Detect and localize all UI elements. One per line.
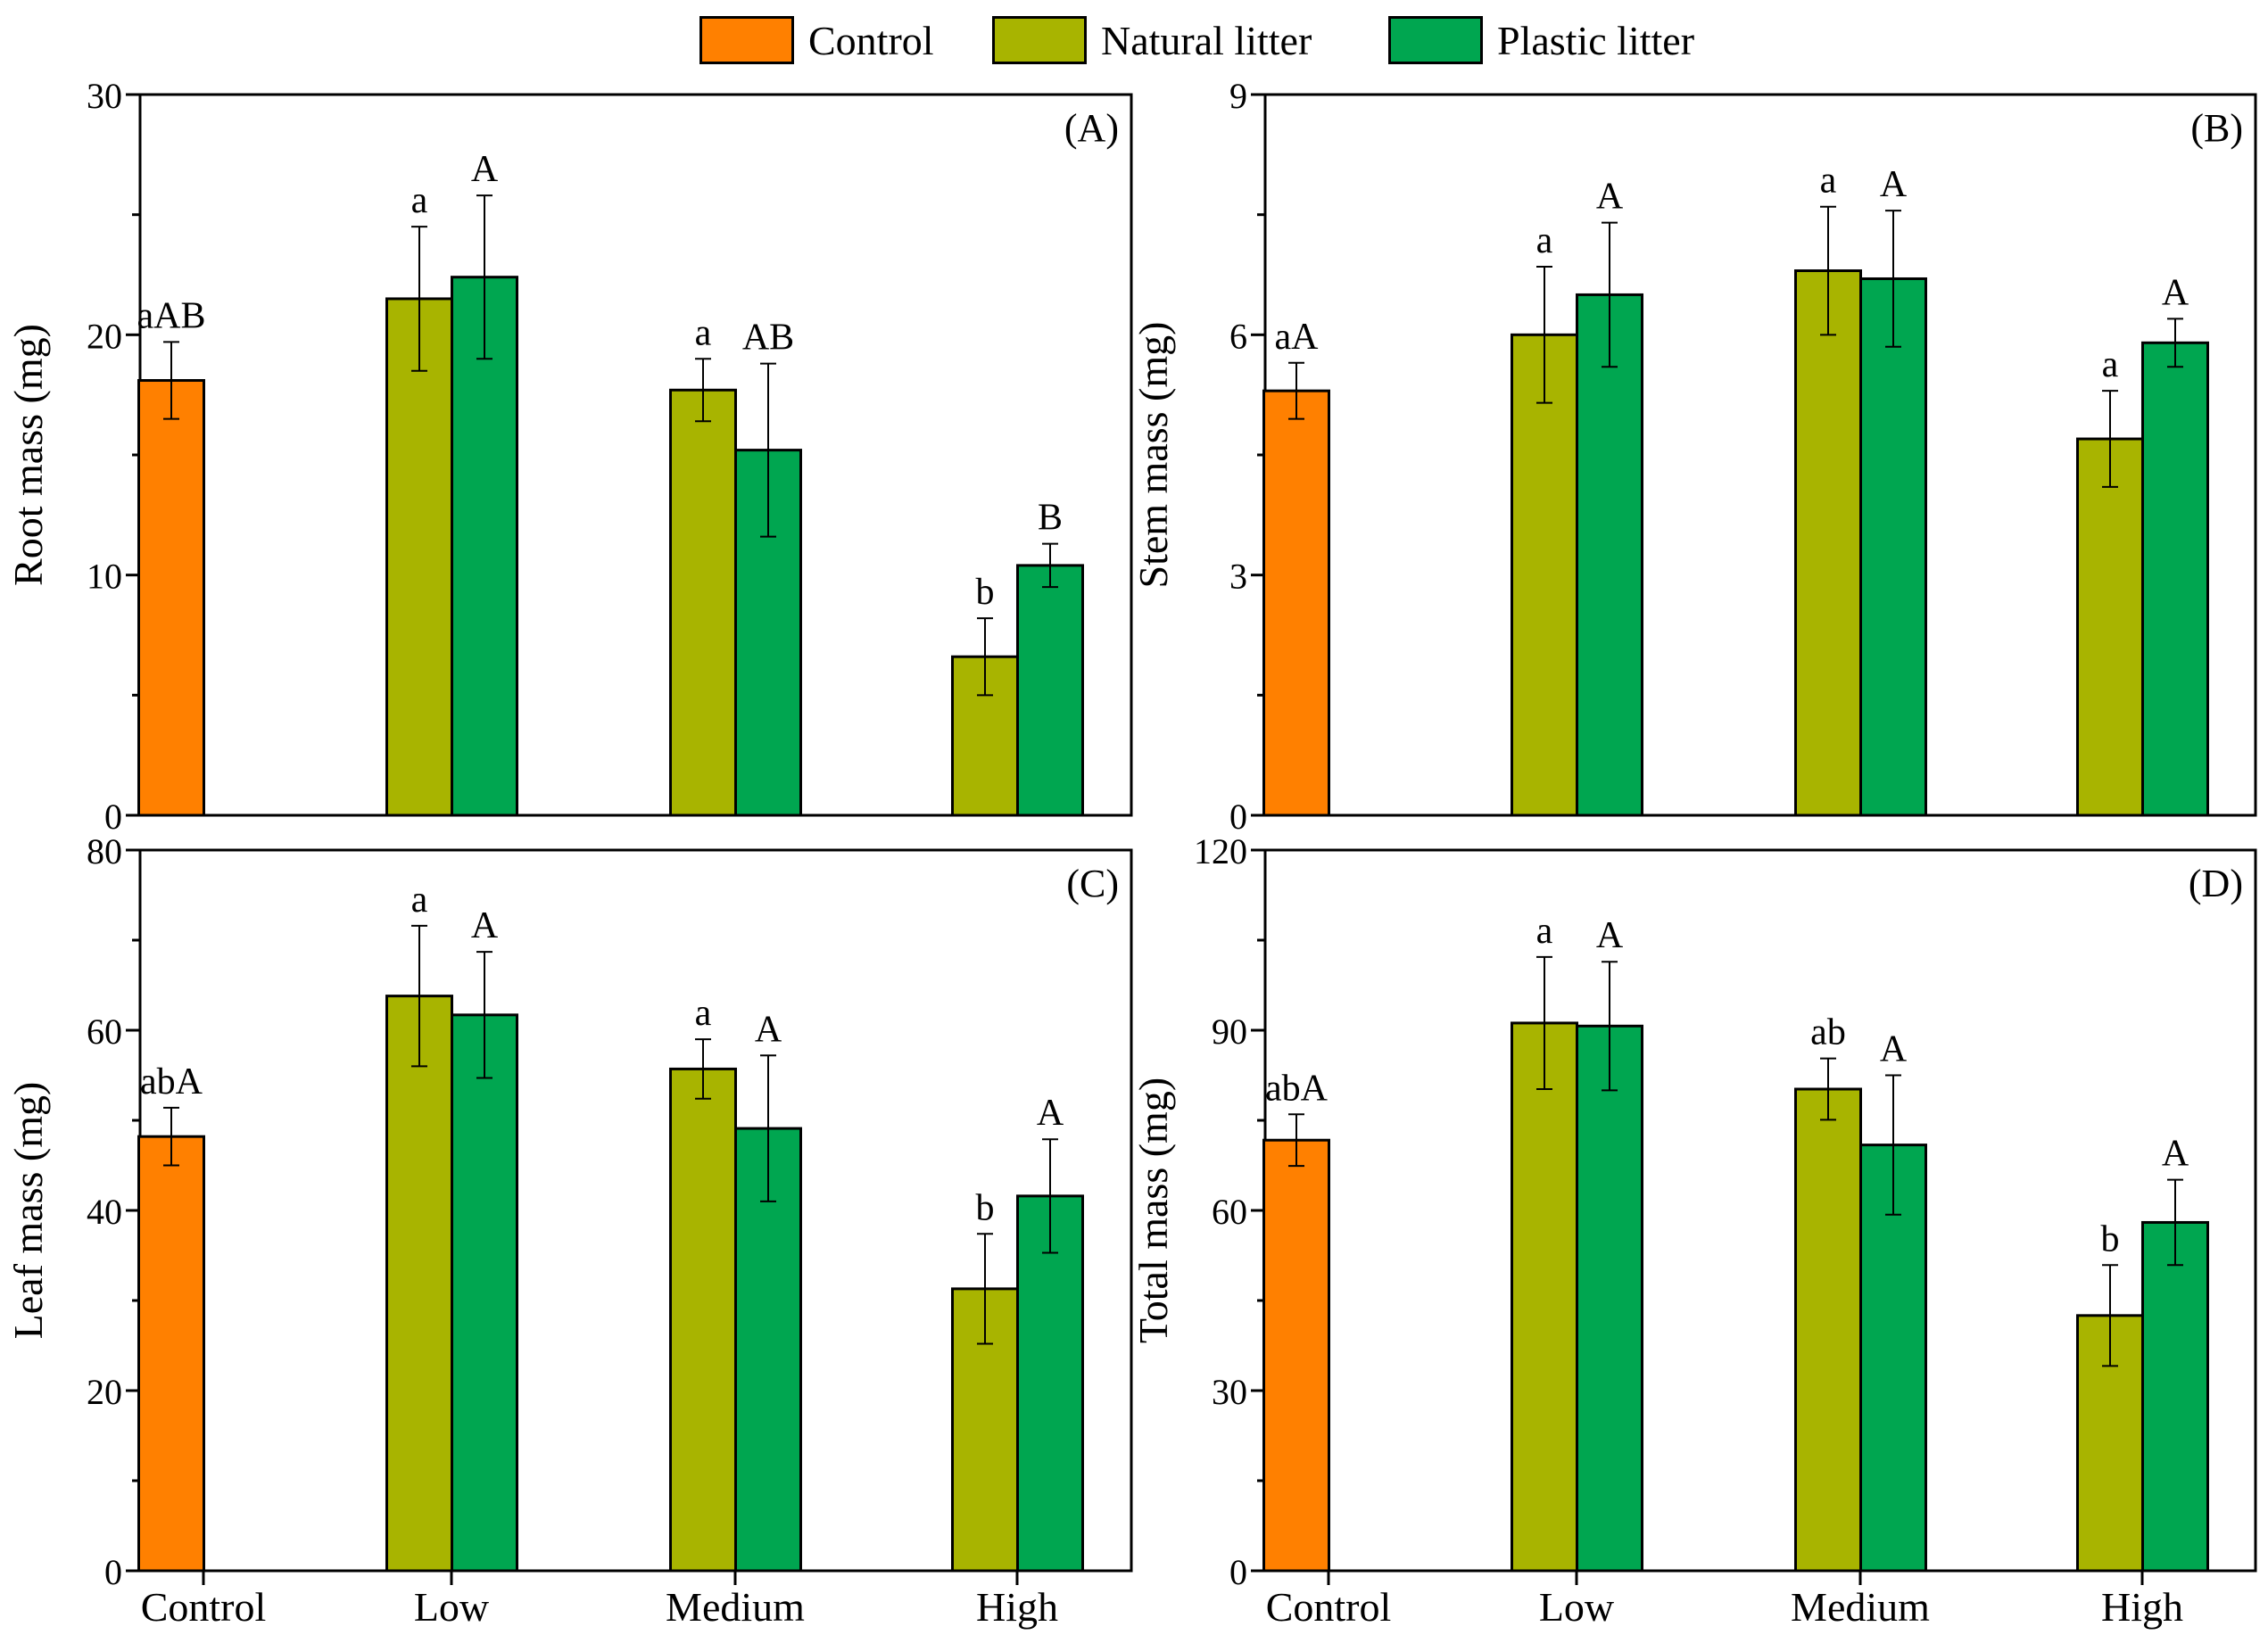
bar-control-control xyxy=(1262,389,1330,817)
significance-letter: ab xyxy=(1810,1012,1846,1053)
significance-letter: a xyxy=(695,993,712,1034)
y-tick-label: 30 xyxy=(1212,1372,1247,1412)
x-tick-label: High xyxy=(976,1584,1058,1630)
y-axis-label: Leaf mass (mg) xyxy=(5,1082,51,1340)
y-tick-label: 10 xyxy=(87,557,122,597)
bar-plastic-litter-medium xyxy=(1859,1144,1927,1573)
bar-control-control xyxy=(137,379,205,817)
legend-swatch-control xyxy=(699,16,794,64)
x-tick-label: Medium xyxy=(1791,1584,1930,1630)
bar-natural-litter-low xyxy=(1511,333,1578,817)
y-tick-label: 0 xyxy=(104,797,122,837)
x-tick-label: Low xyxy=(414,1584,490,1630)
significance-letter: b xyxy=(976,572,995,613)
x-tick-label: Low xyxy=(1539,1584,1615,1630)
significance-letter: b xyxy=(976,1187,995,1228)
significance-letter: a xyxy=(695,312,712,353)
bar-plastic-litter-high xyxy=(2141,341,2209,817)
y-axis-label: Total mass (mg) xyxy=(1130,1078,1176,1343)
legend-label-plastic-litter: Plastic litter xyxy=(1497,18,1695,63)
y-tick-label: 0 xyxy=(1229,797,1247,837)
y-tick-label: 9 xyxy=(1229,76,1247,116)
significance-letter: B xyxy=(1038,498,1063,539)
significance-letter: A xyxy=(471,905,499,946)
significance-letter: A xyxy=(755,1009,782,1050)
significance-letter: abA xyxy=(140,1061,203,1102)
significance-letter: abA xyxy=(1265,1068,1329,1109)
significance-letter: A xyxy=(1596,177,1624,218)
significance-letter: AB xyxy=(742,318,794,359)
bar-control-control xyxy=(137,1135,205,1573)
legend-label-natural-litter: Natural litter xyxy=(1101,18,1312,63)
significance-letter: A xyxy=(2162,1134,2189,1175)
significance-letter: a xyxy=(1820,161,1837,202)
y-tick-label: 0 xyxy=(1229,1552,1247,1592)
significance-letter: aA xyxy=(1275,317,1320,358)
legend-swatch-plastic-litter xyxy=(1388,16,1483,64)
y-tick-label: 60 xyxy=(1212,1192,1247,1232)
significance-letter: b xyxy=(2101,1218,2120,1259)
y-tick-label: 6 xyxy=(1229,316,1247,356)
significance-letter: A xyxy=(471,149,499,190)
panel-label: (D) xyxy=(2189,862,2243,905)
bar-plastic-litter-low xyxy=(1576,293,1643,817)
bar-natural-litter-low xyxy=(385,995,453,1573)
significance-letter: A xyxy=(1037,1093,1064,1134)
legend: Control Natural litter Plastic litter xyxy=(0,0,2268,78)
y-tick-label: 40 xyxy=(87,1192,122,1232)
significance-letter: a xyxy=(411,180,428,221)
y-tick-label: 80 xyxy=(87,831,122,871)
y-tick-label: 90 xyxy=(1212,1012,1247,1052)
y-tick-label: 20 xyxy=(87,316,122,356)
x-tick-label: Control xyxy=(141,1584,267,1630)
significance-letter: A xyxy=(2162,272,2189,313)
significance-letter: a xyxy=(1536,220,1553,261)
panel-d: 0 30 60 90 120 Total mass (mg) (D) abA a ab b A A A Co… xyxy=(1130,831,2257,1630)
panel-a: 0 10 20 30 Root mass (mg) (A) aAB a a b A AB B xyxy=(5,76,1133,837)
y-tick-label: 3 xyxy=(1229,557,1247,597)
bar-natural-litter-medium xyxy=(669,1067,737,1573)
y-tick-label: 120 xyxy=(1194,831,1247,871)
bar-plastic-litter-medium xyxy=(1859,277,1927,817)
x-tick-label: Control xyxy=(1266,1584,1392,1630)
y-tick-label: 30 xyxy=(87,76,122,116)
bar-natural-litter-medium xyxy=(1794,1087,1862,1573)
bar-plastic-litter-low xyxy=(1576,1024,1643,1573)
bar-control-control xyxy=(1262,1138,1330,1573)
legend-label-control: Control xyxy=(808,18,934,63)
y-tick-label: 60 xyxy=(87,1012,122,1052)
significance-letter: A xyxy=(1880,164,1908,205)
x-tick-label: High xyxy=(2101,1584,2183,1630)
panel-label: (C) xyxy=(1066,862,1119,905)
x-tick-label: Medium xyxy=(666,1584,805,1630)
legend-swatch-natural-litter xyxy=(992,16,1087,64)
y-tick-label: 20 xyxy=(87,1372,122,1412)
bar-natural-litter-medium xyxy=(1794,269,1862,817)
bar-plastic-litter-high xyxy=(2141,1220,2209,1573)
significance-letter: aAB xyxy=(137,295,206,336)
significance-letter: a xyxy=(1536,911,1553,952)
y-tick-label: 0 xyxy=(104,1552,122,1592)
bar-natural-litter-medium xyxy=(669,388,737,817)
y-axis-label: Stem mass (mg) xyxy=(1130,322,1176,589)
panel-label: (B) xyxy=(2190,106,2243,150)
y-axis-label: Root mass (mg) xyxy=(5,324,51,586)
bar-plastic-litter-low xyxy=(451,1013,518,1573)
bar-natural-litter-low xyxy=(1511,1021,1578,1573)
panel-label: (A) xyxy=(1064,106,1119,150)
bar-natural-litter-low xyxy=(385,297,453,817)
significance-letter: a xyxy=(2102,344,2119,385)
bar-natural-litter-high xyxy=(2076,437,2144,817)
significance-letter: A xyxy=(1880,1029,1908,1070)
significance-letter: a xyxy=(411,879,428,921)
bar-plastic-litter-high xyxy=(1016,564,1084,817)
significance-letter: A xyxy=(1596,915,1624,956)
